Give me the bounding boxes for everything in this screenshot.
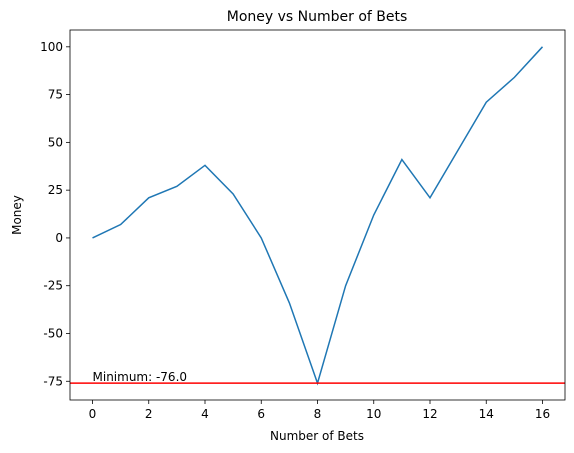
x-tick-label: 10 — [366, 407, 381, 421]
x-tick-label: 16 — [535, 407, 550, 421]
y-tick-label: 0 — [55, 231, 63, 245]
data-line — [92, 46, 544, 386]
x-tick-label: 8 — [314, 407, 322, 421]
plot-frame — [69, 29, 566, 401]
y-tick-label: 50 — [48, 135, 63, 149]
y-tick-label: 25 — [48, 183, 63, 197]
x-tick-label: 12 — [422, 407, 437, 421]
y-axis-label: Money — [10, 195, 24, 235]
y-tick-label: 100 — [40, 40, 63, 54]
y-tick-label: -50 — [43, 326, 63, 340]
x-tick-label: 0 — [89, 407, 97, 421]
y-tick-label: 75 — [48, 88, 63, 102]
x-axis-label: Number of Bets — [270, 429, 364, 443]
chart-title: Money vs Number of Bets — [227, 9, 408, 25]
x-tick-label: 6 — [257, 407, 265, 421]
x-tick-label: 2 — [145, 407, 153, 421]
annotation: Minimum: -76.0 — [93, 370, 188, 384]
y-tick-label: -25 — [43, 279, 63, 293]
x-tick-label: 4 — [201, 407, 209, 421]
y-tick-label: -75 — [43, 374, 63, 388]
x-tick-label: 14 — [479, 407, 494, 421]
